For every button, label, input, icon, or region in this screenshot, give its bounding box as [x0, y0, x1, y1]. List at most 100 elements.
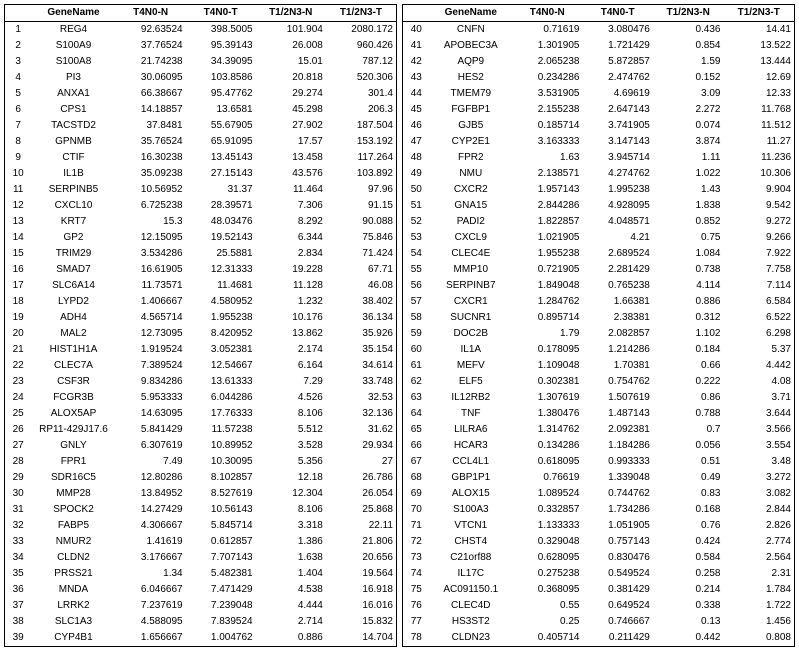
value-cell: 2.564: [724, 550, 795, 566]
table-row: 19ADH44.5657141.95523810.17636.134: [5, 310, 397, 326]
value-cell: 12.304: [256, 486, 326, 502]
row-number: 71: [403, 518, 430, 534]
value-cell: 71.424: [326, 246, 397, 262]
tables-container: GeneName T4N0-N T4N0-T T1/2N3-N T1/2N3-T…: [4, 4, 795, 647]
value-cell: 36.134: [326, 310, 397, 326]
gene-name: CLEC4E: [430, 246, 513, 262]
value-cell: 1.314762: [512, 422, 582, 438]
value-cell: 0.55: [512, 598, 582, 614]
row-number: 29: [5, 470, 32, 486]
h-t12n3t: T1/2N3-T: [326, 5, 397, 22]
row-number: 60: [403, 342, 430, 358]
gene-name: HS3ST2: [430, 614, 513, 630]
table-row: 39CYP4B11.6566671.0047620.88614.704: [5, 630, 397, 647]
value-cell: 2.774: [724, 534, 795, 550]
right-table: GeneName T4N0-N T4N0-T T1/2N3-N T1/2N3-T…: [402, 4, 795, 647]
gene-name: AQP9: [430, 54, 513, 70]
value-cell: 3.566: [724, 422, 795, 438]
value-cell: 10.89952: [186, 438, 256, 454]
value-cell: 35.09238: [116, 166, 186, 182]
value-cell: 4.588095: [116, 614, 186, 630]
gene-name: LILRA6: [430, 422, 513, 438]
value-cell: 3.741905: [582, 118, 652, 134]
gene-name: SLC6A14: [31, 278, 115, 294]
row-number: 11: [5, 182, 32, 198]
row-number: 57: [403, 294, 430, 310]
value-cell: 29.274: [256, 86, 326, 102]
left-table: GeneName T4N0-N T4N0-T T1/2N3-N T1/2N3-T…: [4, 4, 397, 647]
value-cell: 0.76: [653, 518, 724, 534]
table-row: 67CCL4L10.6180950.9933330.513.48: [403, 454, 795, 470]
value-cell: 16.61905: [116, 262, 186, 278]
table-row: 64TNF1.3804761.4871430.7883.644: [403, 406, 795, 422]
value-cell: 1.109048: [512, 358, 582, 374]
value-cell: 7.922: [724, 246, 795, 262]
row-number: 73: [403, 550, 430, 566]
gene-name: TNF: [430, 406, 513, 422]
value-cell: 1.955238: [512, 246, 582, 262]
value-cell: 6.522: [724, 310, 795, 326]
value-cell: 3.534286: [116, 246, 186, 262]
gene-name: CXCR1: [430, 294, 513, 310]
gene-name: MMP10: [430, 262, 513, 278]
value-cell: 5.37: [724, 342, 795, 358]
value-cell: 4.442: [724, 358, 795, 374]
value-cell: 0.381429: [582, 582, 652, 598]
value-cell: 0.993333: [582, 454, 652, 470]
row-number: 30: [5, 486, 32, 502]
value-cell: 90.088: [326, 214, 397, 230]
value-cell: 45.298: [256, 102, 326, 118]
gene-name: CNFN: [430, 22, 513, 39]
gene-name: CYP4B1: [31, 630, 115, 647]
value-cell: 1.284762: [512, 294, 582, 310]
gene-name: VTCN1: [430, 518, 513, 534]
row-number: 67: [403, 454, 430, 470]
table-row: 61MEFV1.1090481.703810.664.442: [403, 358, 795, 374]
value-cell: 12.18: [256, 470, 326, 486]
gene-name: LYPD2: [31, 294, 115, 310]
table-row: 21HIST1H1A1.9195243.0523812.17435.154: [5, 342, 397, 358]
value-cell: 13.862: [256, 326, 326, 342]
gene-name: IL1A: [430, 342, 513, 358]
value-cell: 66.38667: [116, 86, 186, 102]
value-cell: 0.66: [653, 358, 724, 374]
value-cell: 34.614: [326, 358, 397, 374]
value-cell: 1.721429: [582, 38, 652, 54]
value-cell: 31.62: [326, 422, 397, 438]
value-cell: 4.580952: [186, 294, 256, 310]
value-cell: 1.022: [653, 166, 724, 182]
gene-name: GP2: [31, 230, 115, 246]
table-row: 42AQP92.0652385.8728571.5913.444: [403, 54, 795, 70]
row-number: 10: [5, 166, 32, 182]
value-cell: 35.76524: [116, 134, 186, 150]
value-cell: 25.5881: [186, 246, 256, 262]
table-row: 50CXCR21.9571431.9952381.439.904: [403, 182, 795, 198]
value-cell: 1.380476: [512, 406, 582, 422]
value-cell: 5.953333: [116, 390, 186, 406]
gene-name: SPOCK2: [31, 502, 115, 518]
value-cell: 9.266: [724, 230, 795, 246]
gene-name: APOBEC3A: [430, 38, 513, 54]
value-cell: 1.11: [653, 150, 724, 166]
value-cell: 1.63: [512, 150, 582, 166]
value-cell: 1.456: [724, 614, 795, 630]
row-number: 14: [5, 230, 32, 246]
value-cell: 1.507619: [582, 390, 652, 406]
value-cell: 1.656667: [116, 630, 186, 647]
value-cell: 7.839524: [186, 614, 256, 630]
gene-name: CLDN23: [430, 630, 513, 647]
gene-name: IL17C: [430, 566, 513, 582]
value-cell: 0.442: [653, 630, 724, 647]
gene-name: CLDN2: [31, 550, 115, 566]
h-t4n0n: T4N0-N: [116, 5, 186, 22]
value-cell: 1.406667: [116, 294, 186, 310]
gene-name: CLEC4D: [430, 598, 513, 614]
table-row: 69ALOX151.0895240.7447620.833.082: [403, 486, 795, 502]
value-cell: 5.845714: [186, 518, 256, 534]
value-cell: 4.565714: [116, 310, 186, 326]
table-row: 14GP212.1509519.521436.34475.846: [5, 230, 397, 246]
gene-name: GJB5: [430, 118, 513, 134]
value-cell: 0.618095: [512, 454, 582, 470]
table-row: 38SLC1A34.5880957.8395242.71415.832: [5, 614, 397, 630]
value-cell: 2.474762: [582, 70, 652, 86]
